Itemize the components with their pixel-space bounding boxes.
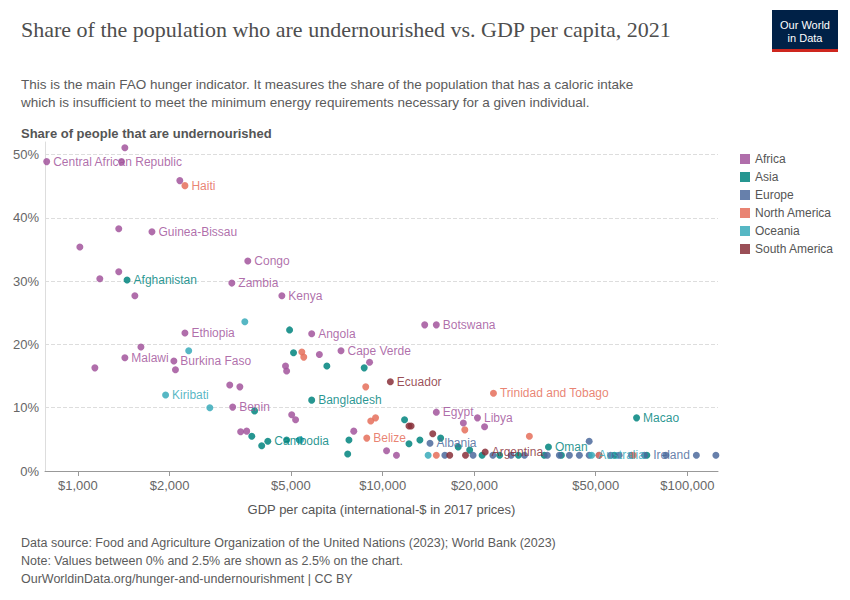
svg-text:Ecuador: Ecuador [397,375,442,389]
svg-text:10%: 10% [13,400,39,415]
svg-text:Note: Values between 0% and 2.: Note: Values between 0% and 2.5% are sho… [21,554,403,568]
svg-text:Asia: Asia [755,170,779,184]
svg-text:Central African Republic: Central African Republic [53,155,182,169]
svg-text:Oman: Oman [555,440,588,454]
svg-text:Libya: Libya [484,411,513,425]
svg-text:OurWorldinData.org/hunger-and-: OurWorldinData.org/hunger-and-undernouri… [21,572,353,586]
svg-text:Congo: Congo [254,254,290,268]
svg-text:Europe: Europe [755,188,794,202]
svg-text:30%: 30% [13,274,39,289]
svg-text:Cape Verde: Cape Verde [347,344,411,358]
svg-text:50%: 50% [13,147,39,162]
svg-text:GDP per capita (international-: GDP per capita (international-$ in 2017 … [248,502,516,517]
svg-text:Egypt: Egypt [443,405,474,419]
svg-text:Benin: Benin [239,400,270,414]
svg-text:which is insufficient to meet: which is insufficient to meet the minimu… [20,95,590,110]
svg-text:in Data: in Data [788,32,824,44]
svg-text:Cambodia: Cambodia [274,434,329,448]
svg-text:This is the main FAO hunger in: This is the main FAO hunger indicator. I… [21,77,637,92]
svg-text:Malawi: Malawi [131,351,168,365]
svg-text:Zambia: Zambia [238,276,278,290]
svg-text:Belize: Belize [373,431,406,445]
svg-text:Trinidad and Tobago: Trinidad and Tobago [500,386,609,400]
svg-text:$100,000: $100,000 [660,478,714,493]
svg-text:$5,000: $5,000 [271,478,311,493]
svg-text:0%: 0% [20,464,39,479]
svg-text:Angola: Angola [318,327,356,341]
svg-text:$50,000: $50,000 [572,478,619,493]
svg-text:$1,000: $1,000 [58,478,98,493]
svg-text:Ethiopia: Ethiopia [191,326,235,340]
svg-text:Australia: Australia [598,448,645,462]
svg-text:Macao: Macao [643,411,679,425]
svg-text:North America: North America [755,206,831,220]
svg-text:Argentina: Argentina [492,445,544,459]
svg-text:$20,000: $20,000 [451,478,498,493]
svg-text:Afghanistan: Afghanistan [134,273,197,287]
svg-text:Albania: Albania [436,436,476,450]
svg-text:20%: 20% [13,337,39,352]
svg-text:$10,000: $10,000 [359,478,406,493]
svg-text:$2,000: $2,000 [150,478,190,493]
svg-text:Our World: Our World [780,19,830,31]
svg-text:Oceania: Oceania [755,224,800,238]
svg-text:Share of people that are under: Share of people that are undernourished [21,126,272,141]
svg-text:Kiribati: Kiribati [172,388,209,402]
svg-text:Data source: Food and Agricult: Data source: Food and Agriculture Organi… [21,536,556,550]
svg-text:Haiti: Haiti [191,179,215,193]
svg-text:Burkina Faso: Burkina Faso [180,354,251,368]
svg-text:Share of the population who ar: Share of the population who are undernou… [21,17,671,42]
svg-text:South America: South America [755,242,833,256]
svg-text:Guinea-Bissau: Guinea-Bissau [158,225,237,239]
svg-text:Kenya: Kenya [288,289,322,303]
svg-text:Bangladesh: Bangladesh [318,393,381,407]
svg-text:Botswana: Botswana [443,318,496,332]
svg-text:40%: 40% [13,210,39,225]
svg-text:Ireland: Ireland [653,448,690,462]
svg-text:Africa: Africa [755,152,786,166]
